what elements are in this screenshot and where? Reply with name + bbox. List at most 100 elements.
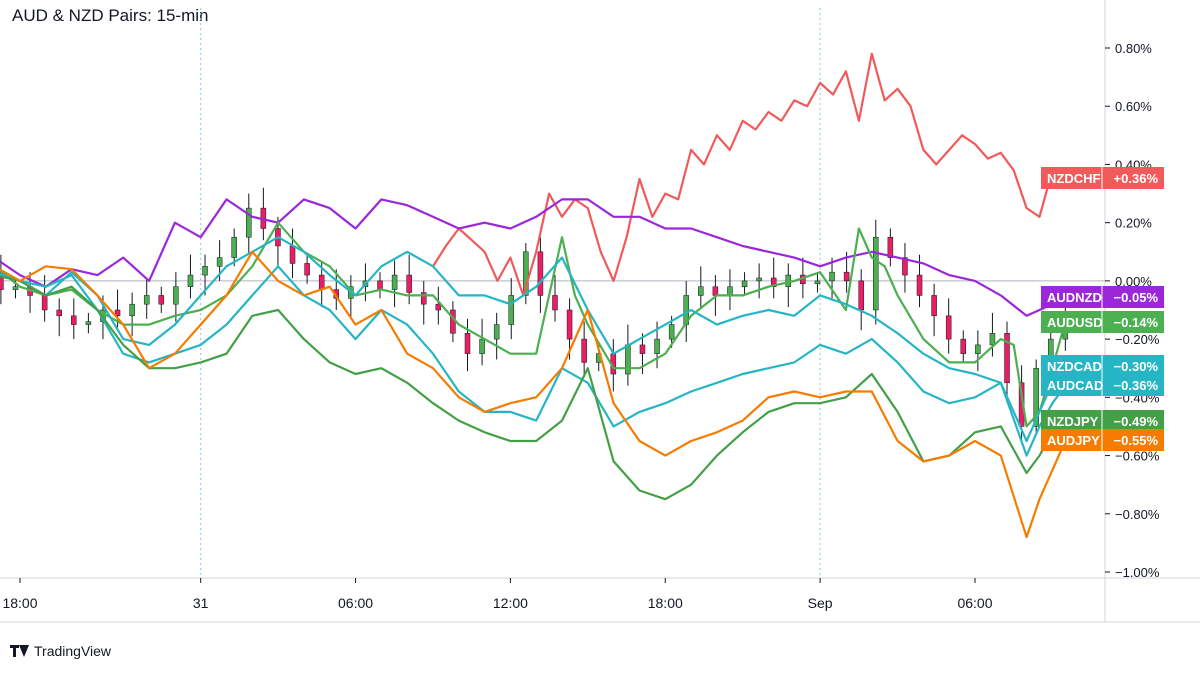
candle-body (435, 303, 442, 311)
candle-body (318, 274, 325, 290)
candle-body (712, 286, 719, 296)
series-name: AUDCAD (1047, 378, 1103, 393)
candle-body (552, 295, 558, 311)
candle-body (493, 324, 500, 340)
y-tick-label: 0.00% (1115, 274, 1152, 289)
candle-body (843, 271, 850, 282)
series-tag-audusd: AUDUSD −0.14% (1041, 311, 1164, 333)
series-line-nzdcad (0, 236, 1067, 443)
y-tick-label: −1.00% (1115, 565, 1160, 580)
candle-body (56, 309, 62, 317)
series-lines (0, 52, 1067, 539)
candle-body (814, 280, 821, 285)
x-tick-label: 18:00 (648, 595, 683, 611)
candle-body (770, 277, 777, 287)
candle-body (727, 286, 733, 296)
candle-body (581, 338, 587, 363)
candle-body (902, 257, 908, 276)
candle-body (960, 338, 967, 354)
candles (0, 187, 1069, 441)
y-tick-label: −0.20% (1115, 332, 1160, 347)
candle-body (450, 309, 456, 334)
x-tick-label: 31 (193, 595, 209, 611)
candle-body (668, 324, 675, 340)
series-line-audnzd (0, 198, 1067, 317)
candle-body (391, 274, 398, 290)
candle-body (741, 280, 748, 287)
candle-body (916, 274, 923, 296)
chart-title: AUD & NZD Pairs: 15-min (12, 6, 209, 25)
series-tag-audnzd: AUDNZD −0.05% (1041, 286, 1164, 308)
x-tick-label: 12:00 (493, 595, 528, 611)
series-name: AUDJPY (1047, 433, 1100, 448)
x-tick-label: 06:00 (957, 595, 992, 611)
candle-body (887, 236, 894, 258)
series-line-audusd (0, 221, 1067, 428)
series-tag-nzdchf: NZDCHF +0.36% (1041, 167, 1164, 189)
series-line-audjpy (0, 250, 1067, 539)
candle-body (1033, 367, 1039, 427)
candle-body (173, 286, 179, 305)
tradingview-brand[interactable]: TradingView (10, 641, 111, 661)
candle-body (1004, 333, 1010, 384)
series-tags: NZDCHF +0.36% AUDNZD −0.05% AUDUSD −0.14% NZDC… (1041, 167, 1164, 451)
y-axis: 0.80%0.60%0.40%0.20%0.00%−0.20%−0.40%−0.… (1105, 41, 1160, 580)
brand-name: TradingView (34, 643, 112, 659)
candle-body (231, 236, 237, 258)
series-name: NZDCAD (1047, 359, 1102, 374)
candle-body (187, 274, 194, 287)
y-tick-label: −0.60% (1115, 449, 1160, 464)
candle-body (41, 295, 48, 311)
candle-body (479, 338, 485, 354)
candle-body (931, 295, 937, 317)
series-name: AUDNZD (1047, 290, 1102, 305)
series-tag-nzdcad: NZDCAD −0.30% (1041, 355, 1164, 377)
series-name: AUDUSD (1047, 315, 1103, 330)
candle-body (989, 333, 996, 346)
series-value: −0.55% (1114, 433, 1159, 448)
candle-body (377, 280, 383, 290)
y-tick-label: 0.20% (1115, 216, 1152, 231)
candle-body (639, 344, 646, 354)
candle-body (246, 207, 252, 238)
candle-body (289, 245, 296, 264)
series-value: −0.36% (1114, 378, 1159, 393)
x-tick-label: Sep (808, 595, 833, 611)
series-value: −0.30% (1114, 359, 1159, 374)
candle-body (158, 295, 165, 305)
candle-body (858, 280, 864, 311)
candle-body (945, 315, 952, 340)
day-separators (200, 8, 821, 578)
series-tag-audcad: AUDCAD −0.36% (1041, 374, 1164, 396)
candle-body (508, 295, 514, 325)
candle-body (756, 277, 762, 282)
candle-body (625, 344, 631, 375)
candle-body (975, 344, 981, 354)
candle-body (216, 257, 223, 267)
candle-body (12, 286, 19, 290)
x-tick-label: 18:00 (2, 595, 37, 611)
candle-body (129, 303, 135, 317)
tradingview-logo-icon (10, 645, 30, 657)
series-line-nzdjpy (0, 275, 1067, 501)
candle-body (829, 271, 835, 282)
series-value: −0.14% (1114, 315, 1159, 330)
series-name: NZDJPY (1047, 414, 1099, 429)
y-tick-label: 0.60% (1115, 99, 1152, 114)
x-axis: 18:00 31 06:00 12:00 18:00 Sep 06:00 (2, 578, 993, 611)
candle-body (698, 286, 704, 296)
series-tag-audjpy: AUDJPY −0.55% (1041, 429, 1164, 451)
series-line-nzdchf (431, 52, 1067, 297)
candle-body (202, 266, 208, 276)
candle-body (85, 321, 92, 325)
candle-body (114, 309, 121, 317)
series-value: −0.05% (1114, 290, 1159, 305)
candle-body (421, 292, 427, 305)
candle-body (873, 236, 879, 311)
candle-body (523, 251, 529, 296)
y-tick-label: 0.80% (1115, 41, 1152, 56)
candle-body (304, 263, 310, 276)
candle-body (143, 295, 150, 305)
y-tick-label: −0.80% (1115, 507, 1160, 522)
